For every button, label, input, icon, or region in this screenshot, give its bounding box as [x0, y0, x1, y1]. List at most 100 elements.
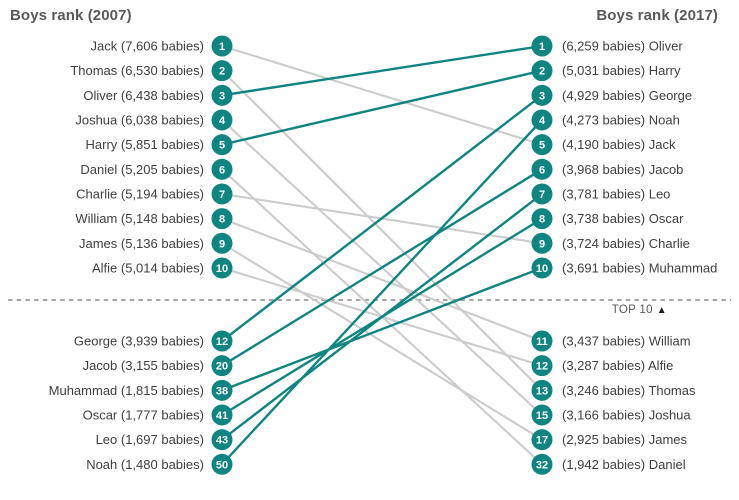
- rising-lines: [221, 44, 543, 466]
- rank-number-2007-muhammad: 38: [216, 385, 228, 397]
- rank-node-2017-joshua: [531, 404, 553, 426]
- rank-nodes: 1521331415526327981191710121232063810418…: [211, 35, 553, 475]
- slope-line-jack: [221, 44, 543, 146]
- slope-line-oliver: [221, 44, 543, 97]
- rank-number-2007-oscar: 41: [216, 410, 228, 422]
- left-label-oliver: Oliver (6,438 babies): [83, 88, 204, 103]
- rank-number-2017-joshua: 15: [536, 410, 548, 422]
- rank-number-2007-thomas: 2: [219, 66, 225, 78]
- rank-number-2017-harry: 2: [539, 66, 545, 78]
- rank-number-2017-jacob: 6: [539, 164, 545, 176]
- rank-number-2007-charlie: 7: [219, 189, 225, 201]
- rank-number-2007-james: 9: [219, 238, 225, 250]
- slope-line-thomas: [221, 69, 543, 392]
- rank-number-2007-daniel: 6: [219, 164, 225, 176]
- left-label-james: James (5,136 babies): [79, 236, 204, 251]
- slope-line-harry: [221, 69, 543, 146]
- rank-node-2017-thomas: [531, 379, 553, 401]
- left-label-daniel: Daniel (5,205 babies): [80, 162, 204, 177]
- right-label-joshua: (3,166 babies) Joshua: [562, 407, 691, 422]
- right-label-muhammad: (3,691 babies) Muhammad: [562, 260, 717, 275]
- slope-line-leo: [221, 193, 543, 441]
- rank-number-2017-noah: 4: [539, 115, 546, 127]
- left-label-jack: Jack (7,606 babies): [91, 39, 204, 54]
- slope-line-muhammad: [221, 266, 543, 392]
- rank-node-2007-noah: [211, 453, 233, 475]
- rank-number-2007-leo: 43: [216, 435, 228, 447]
- rank-number-2017-daniel: 32: [536, 459, 548, 471]
- rank-number-2007-noah: 50: [216, 459, 228, 471]
- slope-line-william: [221, 217, 543, 342]
- right-label-thomas: (3,246 babies) Thomas: [562, 383, 696, 398]
- slope-line-jacob: [221, 168, 543, 367]
- rank-node-2007-oscar: [211, 404, 233, 426]
- rank-number-2007-jack: 1: [219, 41, 225, 53]
- rank-number-2007-alfie: 10: [216, 263, 228, 275]
- left-label-joshua: Joshua (6,038 babies): [75, 112, 204, 127]
- right-label-jack: (4,190 babies) Jack: [562, 137, 676, 152]
- rank-node-2017-charlie: [531, 232, 553, 254]
- right-label-jacob: (3,968 babies) Jacob: [562, 162, 683, 177]
- rank-number-2017-james: 17: [536, 435, 548, 447]
- right-label-daniel: (1,942 babies) Daniel: [562, 457, 686, 472]
- right-label-oliver: (6,259 babies) Oliver: [562, 39, 683, 54]
- rank-number-2007-harry: 5: [219, 140, 225, 152]
- top10-up-arrow-icon: ▲: [656, 305, 667, 316]
- rank-node-2007-jacob: [211, 355, 233, 377]
- left-label-jacob: Jacob (3,155 babies): [83, 358, 204, 373]
- rank-number-2017-thomas: 13: [536, 385, 548, 397]
- left-label-leo: Leo (1,697 babies): [96, 432, 204, 447]
- rank-node-2007-alfie: [211, 257, 233, 279]
- rank-node-2017-leo: [531, 183, 553, 205]
- right-label-harry: (5,031 babies) Harry: [562, 63, 681, 78]
- rank-number-2007-william: 8: [219, 214, 225, 226]
- rank-node-2017-daniel: [531, 453, 553, 475]
- top10-separator-caption: TOP 10 ▲: [612, 304, 667, 316]
- rank-node-2017-jacob: [531, 158, 553, 180]
- slope-line-george: [221, 94, 543, 342]
- rank-number-2017-muhammad: 10: [536, 263, 548, 275]
- left-label-thomas: Thomas (6,530 babies): [70, 63, 204, 78]
- rank-node-2007-daniel: [211, 158, 233, 180]
- right-label-alfie: (3,287 babies) Alfie: [562, 358, 673, 373]
- rank-node-2007-thomas: [211, 60, 233, 82]
- top10-label: TOP 10: [611, 304, 653, 316]
- rank-node-2017-george: [531, 84, 553, 106]
- left-label-william: William (5,148 babies): [75, 211, 204, 226]
- rank-number-2017-george: 3: [539, 90, 545, 102]
- rank-number-2007-george: 12: [216, 336, 228, 348]
- rank-node-2007-leo: [211, 429, 233, 451]
- rank-node-2017-alfie: [531, 355, 553, 377]
- left-label-harry: Harry (5,851 babies): [86, 137, 205, 152]
- left-label-george: George (3,939 babies): [74, 334, 204, 349]
- rank-node-2017-harry: [531, 60, 553, 82]
- rank-node-2007-charlie: [211, 183, 233, 205]
- labels: Jack (7,606 babies) (4,190 babies) Jack Th…: [49, 39, 718, 472]
- right-label-oscar: (3,738 babies) Oscar: [562, 211, 684, 226]
- rank-node-2017-muhammad: [531, 257, 553, 279]
- right-label-noah: (4,273 babies) Noah: [562, 112, 680, 127]
- right-label-william: (3,437 babies) William: [562, 334, 691, 349]
- right-label-george: (4,929 babies) George: [562, 88, 692, 103]
- rank-number-2017-alfie: 12: [536, 361, 548, 373]
- left-axis-title: Boys rank (2007): [10, 7, 132, 24]
- right-label-james: (2,925 babies) James: [562, 432, 688, 447]
- rank-number-2017-william: 11: [536, 336, 548, 348]
- rank-node-2017-jack: [531, 134, 553, 156]
- rank-node-2007-joshua: [211, 109, 233, 131]
- rank-number-2007-joshua: 4: [219, 115, 226, 127]
- rank-node-2017-oliver: [531, 35, 553, 57]
- left-label-charlie: Charlie (5,194 babies): [76, 186, 204, 201]
- left-label-noah: Noah (1,480 babies): [86, 457, 204, 472]
- left-label-oscar: Oscar (1,777 babies): [83, 407, 204, 422]
- rank-node-2007-oliver: [211, 84, 233, 106]
- rank-node-2007-muhammad: [211, 379, 233, 401]
- left-label-alfie: Alfie (5,014 babies): [92, 260, 204, 275]
- rank-node-2007-jack: [211, 35, 233, 57]
- rank-node-2007-james: [211, 232, 233, 254]
- slope-line-james: [221, 242, 543, 441]
- right-axis-title: Boys rank (2017): [596, 7, 718, 24]
- rank-node-2007-harry: [211, 134, 233, 156]
